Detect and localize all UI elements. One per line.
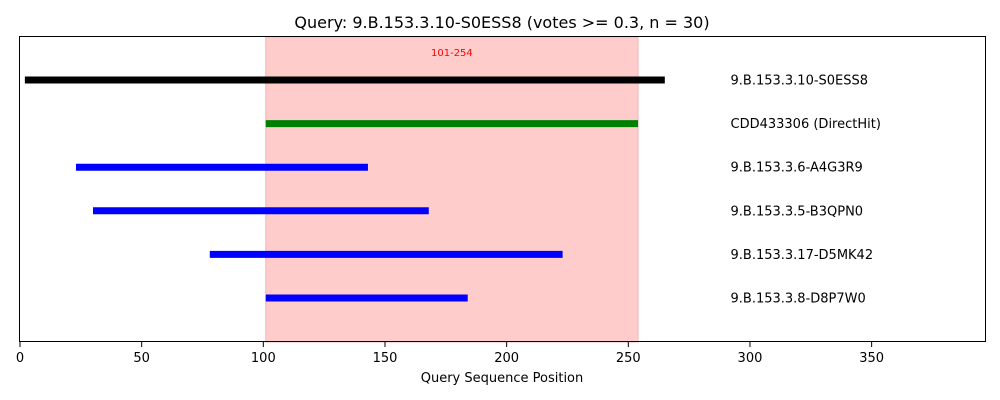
x-tick-label: 350 — [859, 351, 884, 366]
sequence-label: 9.B.153.3.6-A4G3R9 — [731, 161, 863, 176]
x-tick-label: 100 — [251, 351, 276, 366]
bars-group — [24, 76, 665, 302]
labels-group: 9.B.153.3.10-S0ESS8 CDD433306 (DirectHit)… — [731, 74, 881, 307]
x-tick-label: 200 — [494, 351, 519, 366]
sequence-label: 9.B.153.3.10-S0ESS8 — [731, 74, 869, 89]
x-tick-label: 250 — [616, 351, 641, 366]
x-tick-label: 300 — [738, 351, 763, 366]
x-axis: 0 50 100 150 200 250 300 350 — [16, 342, 884, 366]
x-tick-label: 150 — [373, 351, 398, 366]
sequence-label: 9.B.153.3.5-B3QPN0 — [731, 204, 864, 219]
highlight-label: 101-254 — [431, 48, 473, 59]
highlight-region — [265, 36, 639, 343]
sequence-label: 9.B.153.3.17-D5MK42 — [731, 248, 874, 263]
chart-title: Query: 9.B.153.3.10-S0ESS8 (votes >= 0.3… — [294, 13, 709, 32]
plot-frame — [19, 36, 986, 342]
sequence-label: CDD433306 (DirectHit) — [731, 117, 881, 132]
sequence-label: 9.B.153.3.8-D8P7W0 — [731, 292, 866, 307]
x-tick-label: 0 — [16, 351, 24, 366]
x-tick-label: 50 — [133, 351, 150, 366]
x-axis-label: Query Sequence Position — [421, 371, 584, 386]
